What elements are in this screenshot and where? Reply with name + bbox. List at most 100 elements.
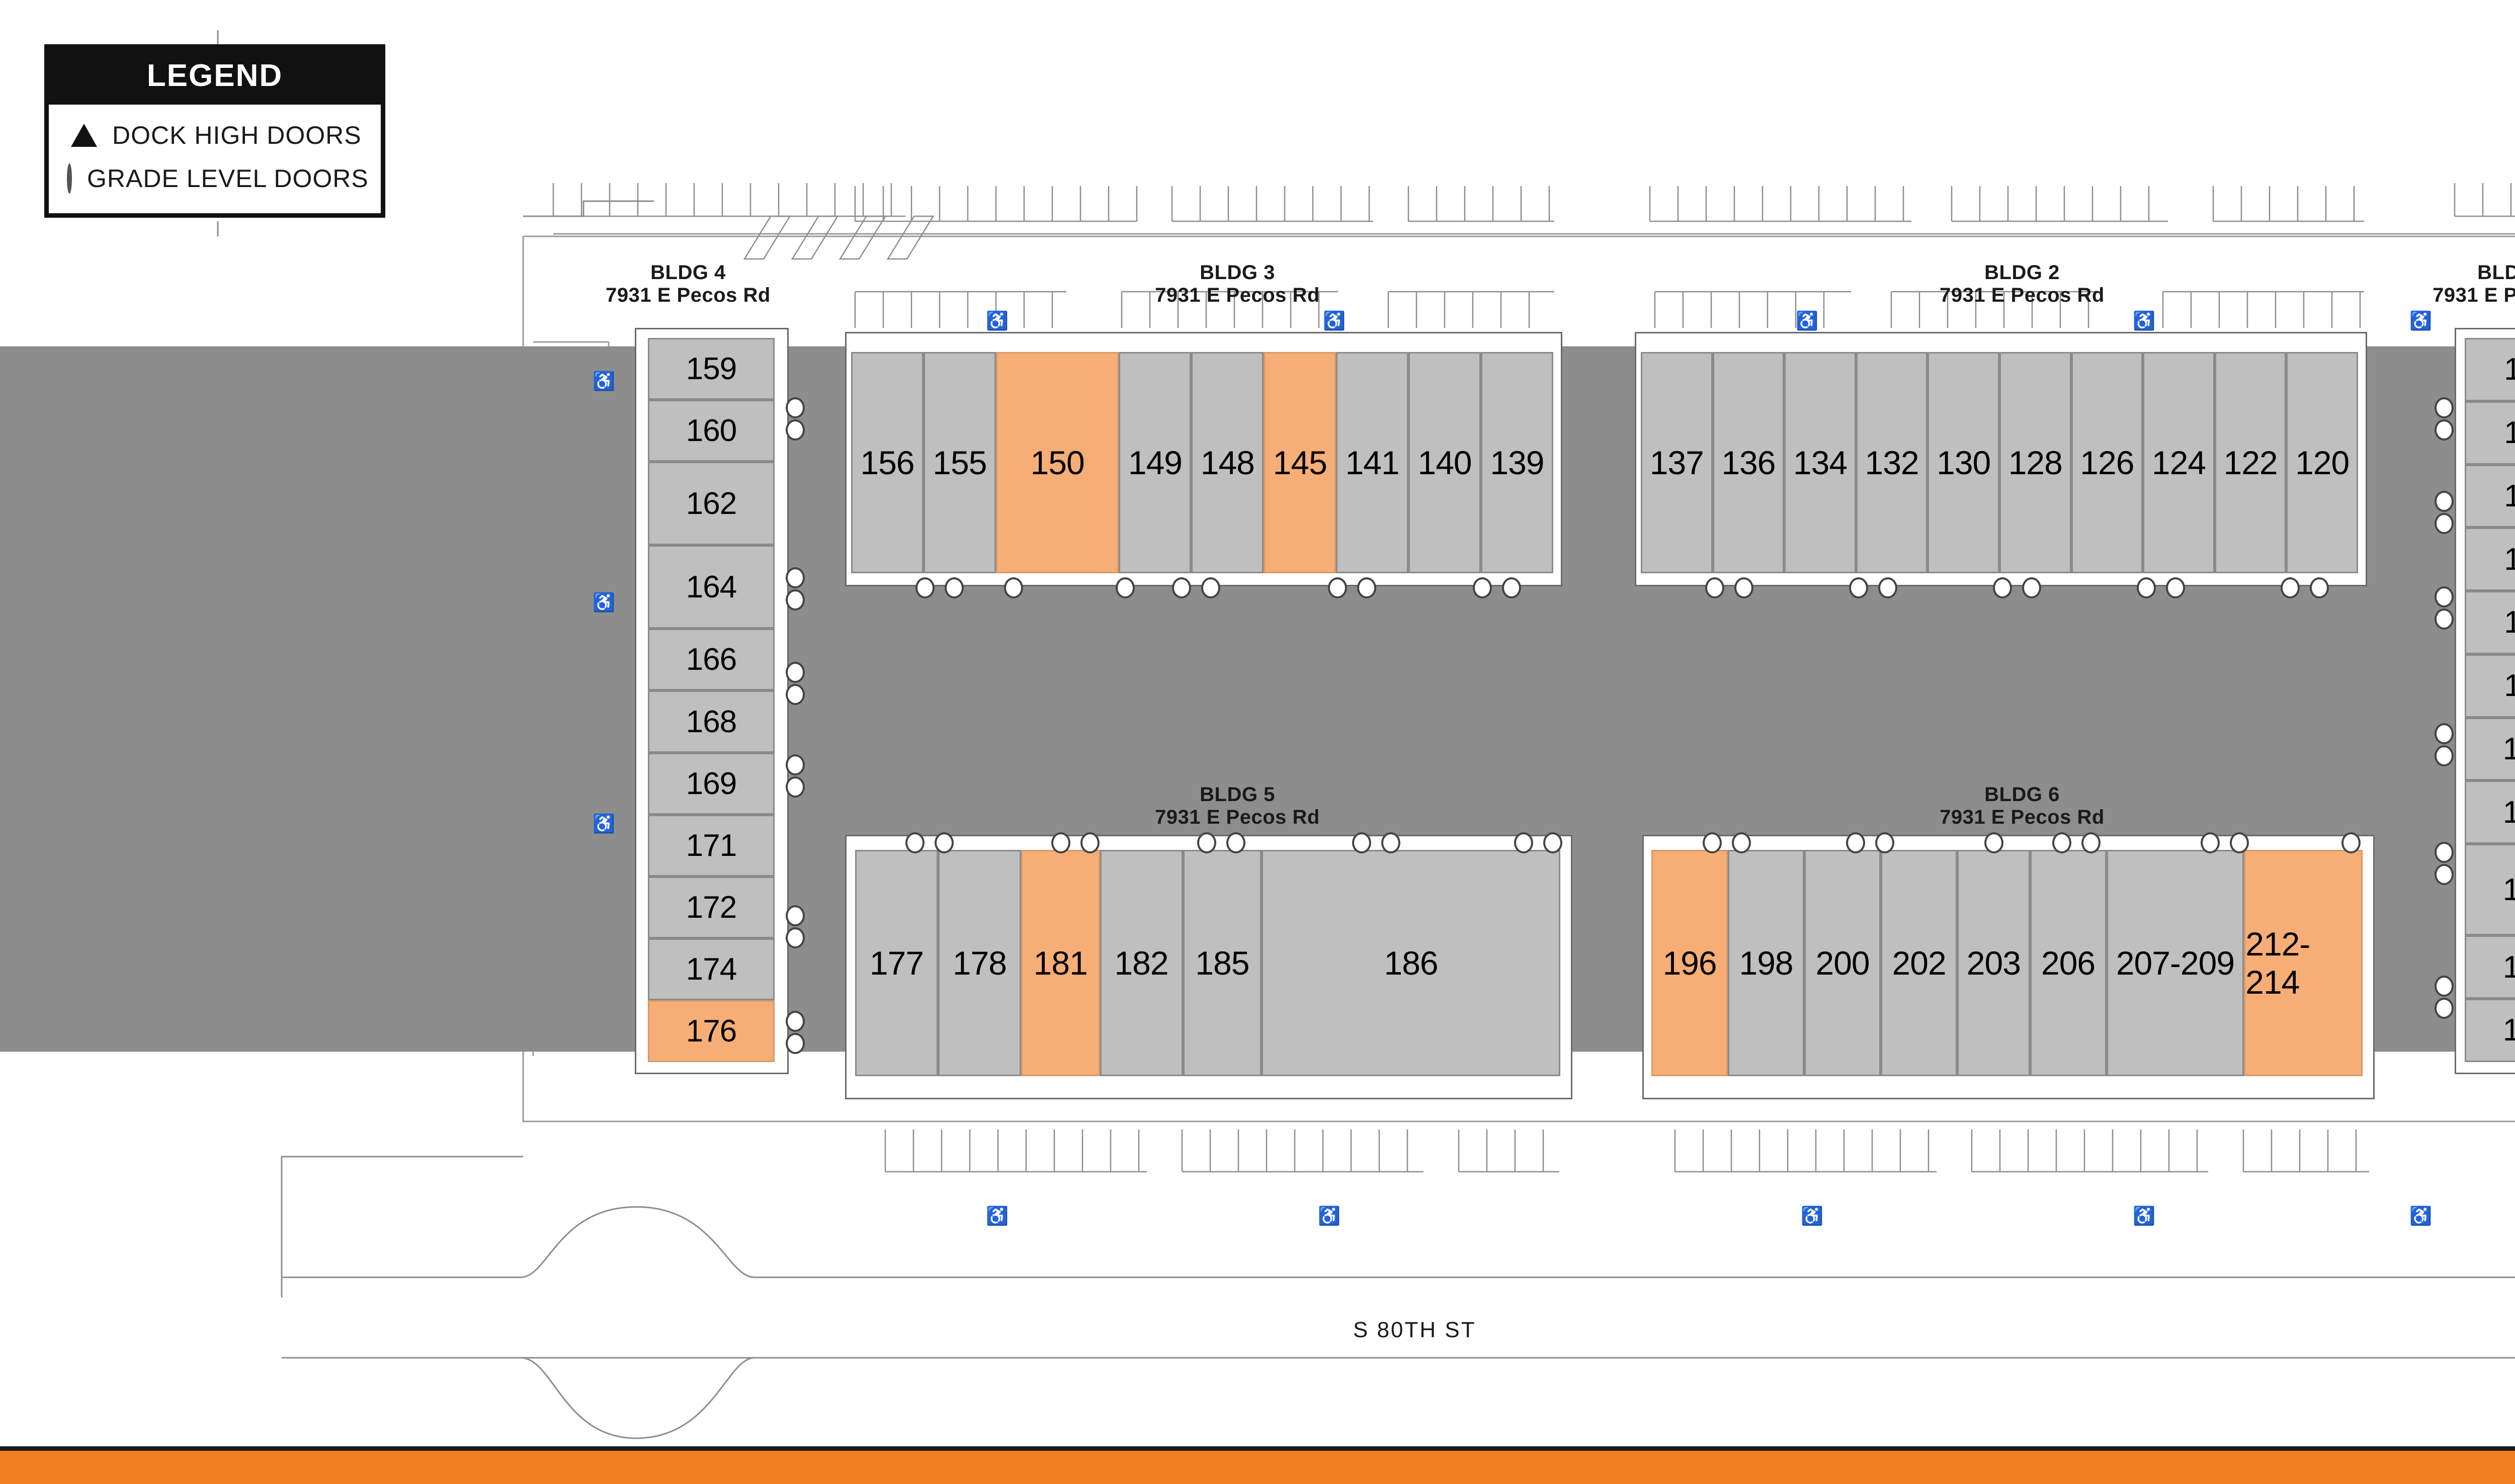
suite-198[interactable]: 198 [1728, 850, 1805, 1076]
suite-139[interactable]: 139 [1481, 352, 1553, 573]
bldg-1-label: BLDG 1 7931 E Pecos Rd [2414, 261, 2515, 307]
suite-155[interactable]: 155 [923, 352, 996, 573]
suite-label: 149 [1128, 444, 1183, 481]
suite-203[interactable]: 203 [1957, 850, 2030, 1076]
suite-113[interactable]: 113 [2465, 528, 2515, 591]
suite-label: 178 [952, 944, 1007, 982]
suite-130[interactable]: 130 [1927, 352, 1999, 573]
grade-level-door [786, 684, 805, 705]
bldg-1-name: BLDG 1 [2477, 261, 2515, 284]
suite-label: 110 [2504, 668, 2515, 704]
suite-label: 141 [1345, 444, 1400, 481]
suite-118[interactable]: 118 [2465, 401, 2515, 465]
suite-176[interactable]: 176 [648, 1000, 775, 1062]
suite-172[interactable]: 172 [648, 876, 775, 938]
suite-104[interactable]: 104 [2465, 844, 2515, 936]
suite-label: 166 [686, 642, 737, 677]
suite-206[interactable]: 206 [2030, 850, 2107, 1076]
suite-182[interactable]: 182 [1100, 850, 1183, 1076]
suite-112[interactable]: 112 [2465, 591, 2515, 654]
legend-row-dock-high: DOCK HIGH DOORS [62, 114, 368, 157]
suite-label: 182 [1114, 944, 1168, 982]
grade-level-door [1051, 832, 1070, 853]
suite-132[interactable]: 132 [1856, 352, 1928, 573]
suite-186[interactable]: 186 [1262, 850, 1560, 1076]
suite-171[interactable]: 171 [648, 814, 775, 877]
legend: LEGEND DOCK HIGH DOORS GRADE LEVEL DOORS [44, 44, 385, 218]
suite-150[interactable]: 150 [995, 352, 1119, 573]
suite-169[interactable]: 169 [648, 752, 775, 815]
suite-label: 150 [1030, 444, 1085, 481]
suite-148[interactable]: 148 [1191, 352, 1264, 573]
suite-label: 132 [1865, 444, 1919, 481]
suite-126[interactable]: 126 [2071, 352, 2143, 573]
grade-level-door [2435, 397, 2454, 418]
suite-label: 186 [1384, 944, 1439, 982]
suite-178[interactable]: 178 [938, 850, 1021, 1076]
suite-212-214[interactable]: 212-214 [2244, 850, 2363, 1076]
grade-level-door [2435, 419, 2454, 441]
suite-101[interactable]: 101 [2465, 999, 2515, 1062]
grade-level-door [1357, 577, 1376, 598]
suite-label: 136 [1721, 444, 1776, 481]
grade-level-door [1703, 832, 1722, 853]
suite-185[interactable]: 185 [1183, 850, 1262, 1076]
suite-110[interactable]: 110 [2465, 654, 2515, 718]
suite-102[interactable]: 102 [2465, 935, 2515, 999]
suite-120[interactable]: 120 [2286, 352, 2358, 573]
suite-177[interactable]: 177 [855, 850, 938, 1076]
suite-134[interactable]: 134 [1784, 352, 1856, 573]
suite-149[interactable]: 149 [1119, 352, 1192, 573]
suite-label: 116 [2504, 478, 2515, 513]
suite-136[interactable]: 136 [1712, 352, 1785, 573]
suite-160[interactable]: 160 [648, 400, 775, 462]
suite-122[interactable]: 122 [2214, 352, 2287, 573]
suite-116[interactable]: 116 [2465, 464, 2515, 528]
svg-text:♿: ♿ [2409, 1205, 2432, 1226]
suite-137[interactable]: 137 [1641, 352, 1713, 573]
suite-label: 104 [2502, 872, 2515, 907]
grade-level-door [2435, 998, 2454, 1019]
suite-107[interactable]: 107 [2465, 780, 2515, 844]
suite-label: 130 [1937, 444, 1991, 481]
suite-202[interactable]: 202 [1881, 850, 1958, 1076]
grade-level-door [786, 567, 805, 588]
suite-196[interactable]: 196 [1651, 850, 1728, 1076]
suite-124[interactable]: 124 [2143, 352, 2215, 573]
suite-label: 140 [1417, 444, 1472, 481]
grade-level-door [786, 662, 805, 683]
suite-label: 202 [1892, 944, 1947, 982]
bldg-2-label: BLDG 2 7931 E Pecos Rd [1881, 261, 2163, 307]
suite-166[interactable]: 166 [648, 629, 775, 691]
suite-141[interactable]: 141 [1336, 352, 1409, 573]
suite-162[interactable]: 162 [648, 462, 775, 546]
suite-159[interactable]: 159 [648, 338, 775, 400]
suite-156[interactable]: 156 [851, 352, 924, 573]
suite-140[interactable]: 140 [1408, 352, 1481, 573]
suite-145[interactable]: 145 [1264, 352, 1336, 573]
grade-level-door [786, 419, 805, 441]
suite-164[interactable]: 164 [648, 545, 775, 629]
grade-level-door [905, 832, 925, 853]
grade-level-door [1514, 832, 1533, 853]
suite-119[interactable]: 119 [2465, 338, 2515, 401]
grade-level-door [2022, 577, 2041, 598]
suite-label: 164 [686, 569, 737, 604]
grade-level-door [1080, 832, 1100, 853]
bldg-2-suites: 137 136 134 132 130 128 126 124 122 120 [1641, 352, 2358, 573]
suite-128[interactable]: 128 [1999, 352, 2071, 573]
suite-181[interactable]: 181 [1021, 850, 1100, 1076]
suite-label: 119 [2504, 352, 2515, 387]
suite-200[interactable]: 200 [1804, 850, 1881, 1076]
suite-label: 212-214 [2245, 925, 2310, 1001]
suite-207-209[interactable]: 207-209 [2106, 850, 2244, 1076]
grade-level-door [2201, 832, 2220, 853]
bldg-3-address: 7931 E Pecos Rd [1155, 284, 1320, 306]
grade-level-door [786, 754, 805, 775]
suite-168[interactable]: 168 [648, 690, 775, 753]
suite-174[interactable]: 174 [648, 938, 775, 1000]
bldg-4-label: BLDG 4 7931 E Pecos Rd [588, 261, 789, 307]
suite-109[interactable]: 109 [2465, 717, 2515, 781]
svg-text:♿: ♿ [1796, 310, 1818, 331]
suite-label: 198 [1739, 944, 1793, 982]
